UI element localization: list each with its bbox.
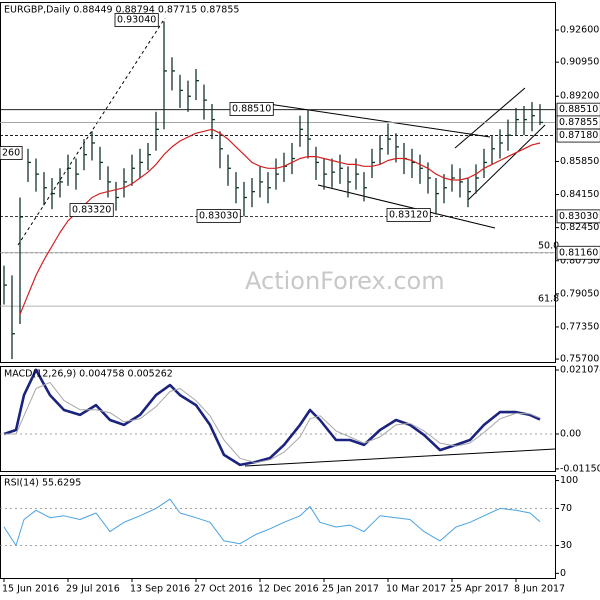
- label-box: [386, 208, 431, 222]
- y-tick-label: 0.92600: [560, 25, 599, 36]
- label-text: 0.87855: [559, 117, 598, 128]
- y-tick-label: 70: [560, 503, 572, 514]
- label-box: [556, 209, 600, 224]
- label-box: [556, 245, 600, 260]
- y-tick-label: 0.84150: [560, 189, 599, 200]
- y-tick-label: 30: [560, 540, 572, 551]
- y-tick-label: 0.82450: [560, 222, 599, 233]
- label-text: 0.88510: [559, 104, 598, 115]
- panel-title: MACD(12,26,9) 0.004758 0.005262: [4, 369, 173, 380]
- label-text: 0.83120: [389, 210, 428, 221]
- series-line: [3, 368, 541, 467]
- series-line: [3, 498, 541, 546]
- trend-line: [244, 448, 556, 467]
- label-box: [196, 209, 241, 223]
- panel-frame: [0, 2, 556, 363]
- y-tick-label: -0.011506: [560, 463, 600, 474]
- y-tick-label: 0.77350: [560, 321, 599, 332]
- fib-label: 61.8: [538, 294, 559, 305]
- x-tick-label: 25 Jan 2017: [322, 584, 379, 595]
- panel-title: EURGBP,Daily 0.88449 0.88794 0.87715 0.8…: [4, 5, 239, 16]
- label-box: [69, 203, 114, 217]
- label-text: 0.83320: [72, 205, 111, 216]
- series-line: [19, 128, 541, 315]
- x-tick-label: 8 Jun 2017: [514, 584, 565, 595]
- trend-line: [454, 87, 526, 149]
- y-tick-label: 0.79050: [560, 288, 599, 299]
- label-box: [0, 146, 23, 160]
- y-tick-label: 0.80750: [560, 255, 599, 266]
- y-tick-label: 0.90950: [560, 57, 599, 68]
- watermark: ActionForex.com: [245, 267, 445, 295]
- label-text: 260: [2, 148, 20, 159]
- trend-line: [467, 124, 546, 201]
- y-tick-label: 0.75700: [560, 354, 599, 365]
- fib-label: 50.0: [538, 240, 559, 251]
- series-line: [4, 381, 541, 464]
- y-tick-label: 0.021074: [560, 365, 600, 376]
- panel-title: RSI(14) 55.6295: [4, 478, 81, 489]
- trend-line: [261, 102, 491, 138]
- x-tick-label: 12 Dec 2016: [258, 584, 319, 595]
- label-text: 0.87180: [559, 130, 598, 141]
- x-tick-label: 29 Jul 2016: [66, 584, 120, 595]
- label-box: [229, 102, 274, 116]
- x-tick-label: 27 Oct 2016: [194, 584, 253, 595]
- y-tick-label: 0.89200: [560, 91, 599, 102]
- panel-frame: [0, 475, 556, 579]
- x-tick-label: 15 Jun 2016: [2, 584, 59, 595]
- label-text: 0.83030: [199, 211, 238, 222]
- trend-lines: [17, 17, 556, 467]
- y-tick-label: 0.00: [560, 428, 581, 439]
- y-tick-label: 0.85850: [560, 156, 599, 167]
- label-text: 0.81160: [559, 247, 598, 258]
- x-tick-label: 10 Mar 2017: [386, 584, 446, 595]
- label-text: 0.83030: [559, 211, 598, 222]
- label-text: 0.93040: [117, 15, 156, 26]
- label-text: 0.88510: [232, 104, 271, 115]
- x-tick-label: 25 Apr 2017: [450, 584, 509, 595]
- label-box: [114, 13, 159, 27]
- x-tick-label: 13 Sep 2016: [130, 584, 190, 595]
- y-tick-label: 0: [560, 568, 566, 579]
- panel-frame: [0, 366, 556, 472]
- y-tick-label: 100: [560, 475, 578, 486]
- label-box: [556, 128, 600, 143]
